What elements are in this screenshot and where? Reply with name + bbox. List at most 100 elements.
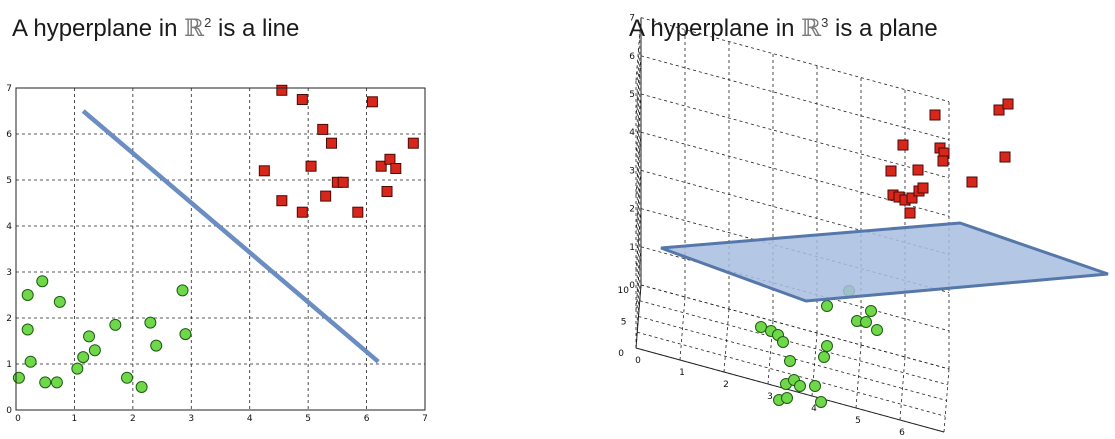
x-tick-label: 7 [422,414,428,424]
left-title: A hyperplane in ℝ2 is a line [12,14,300,42]
right-tick-labels: 01234567051001234567 [618,14,906,438]
separating-line [81,109,380,364]
y-tick-label: 5 [621,318,627,328]
green-point [144,316,157,329]
red-square-point [296,94,308,105]
z-tick-label: 5 [629,90,635,100]
green-point [809,380,821,392]
y-tick-label: 2 [6,314,12,324]
green-point [88,344,101,357]
red-square-point [320,190,332,202]
z-tick-label: 6 [629,52,635,62]
red-square-point [375,160,387,172]
left-plot-frame [15,87,426,411]
floor-grid [639,300,948,386]
y-tick-label: 5 [6,176,12,186]
red-points-3d [885,98,1014,219]
green-point [794,380,806,392]
green-point [865,305,877,317]
green-point [36,275,49,288]
floor-grid [899,356,906,421]
y-tick-label: 7 [6,84,12,94]
green-point [755,321,767,333]
z-tick-label: 0 [629,281,635,291]
z-tick-label: 7 [629,14,635,24]
red-square-point [384,153,396,165]
red-square-point [317,123,329,135]
x-tick-label: 3 [767,392,773,402]
red-square-point [999,151,1011,163]
x-tick-label: 2 [723,380,729,390]
x-axis [635,347,945,433]
green-point [24,355,37,368]
y-tick-label: 0 [618,349,624,359]
y-tick-label: 10 [618,286,630,296]
red-square-point [276,84,288,96]
green-point [53,295,66,308]
x-tick-label: 0 [635,356,641,366]
floor-grid [767,320,774,385]
x-tick-label: 0 [15,414,21,424]
left-wall-grid [635,17,642,81]
x-tick-label: 1 [679,368,685,378]
z-tick-label: 2 [629,205,635,215]
green-point [818,351,830,363]
right-title: A hyperplane in ℝ3 is a plane [629,14,938,42]
red-square-point [912,164,924,176]
red-square-point [993,104,1005,116]
green-point [109,318,122,331]
line-hyperplane-chart: 0 1 2 3 4 5 6 7 0 1 2 3 4 5 6 7 [6,84,428,424]
green-point [77,351,90,364]
x-tick-label: 6 [364,414,370,424]
y-tick-label: 1 [6,360,12,370]
red-square-point [366,96,378,108]
green-point [21,289,34,301]
red-square-point [885,165,897,177]
left-tick-labels: 0 1 2 3 4 5 6 7 0 1 2 3 4 5 6 7 [6,84,428,424]
floor-grid [637,331,946,417]
floor-grid [640,284,950,370]
left-wall-grid [635,208,642,272]
red-square-point [296,206,308,218]
green-point [860,316,872,328]
x-tick-label: 4 [811,404,817,414]
green-point [784,355,796,367]
floor-grid [638,316,947,401]
red-square-point [929,109,941,121]
red-square-point [258,165,270,177]
y-tick-label: 6 [6,130,12,140]
z-tick-label: 4 [629,128,635,138]
floor-grid [679,296,686,361]
green-point [50,376,63,389]
red-square-point [305,160,317,172]
left-wall-grid [635,132,642,196]
back-wall-grid [640,246,950,332]
left-grid [15,87,426,411]
back-wall-grid [640,17,950,102]
red-square-point [1002,98,1014,110]
left-wall-grid [635,93,642,158]
red-square-point [906,192,918,204]
y-tick-label: 4 [6,222,12,232]
green-point [39,376,52,389]
left-wall-grid [635,246,642,310]
x-tick-label: 3 [188,414,194,424]
red-square-point [390,163,402,174]
red-square-point [337,176,349,188]
green-point [871,324,883,336]
green-point [815,396,827,408]
x-tick-label: 6 [899,428,905,438]
x-tick-label: 1 [72,414,78,424]
red-square-point [897,139,909,151]
left-wall-grid [635,55,642,119]
red-square-point [352,206,364,218]
back-wall-grid [640,93,950,179]
red-square-point [407,137,419,149]
green-point [781,392,793,404]
z-tick-label: 1 [629,243,635,253]
green-point [83,330,96,343]
red-square-point [966,176,978,188]
green-point [821,300,833,312]
green-point [777,336,789,348]
